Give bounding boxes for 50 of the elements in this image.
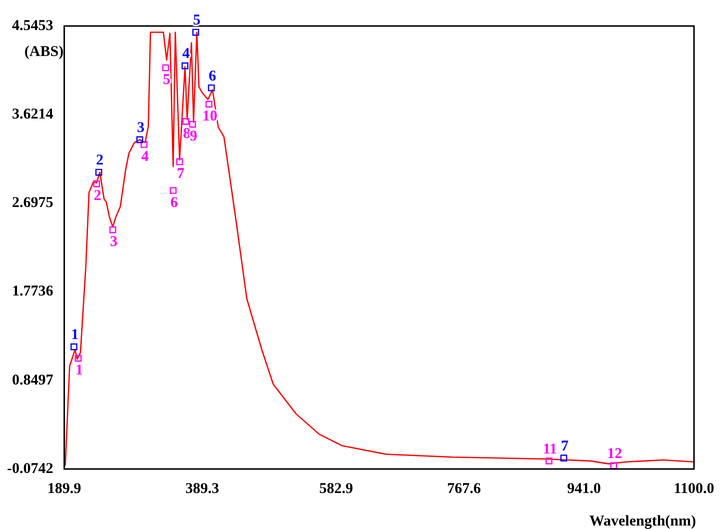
point <box>182 62 188 70</box>
y-axis-title: (ABS) <box>24 44 64 60</box>
point <box>176 158 184 166</box>
annotation: 4 <box>182 46 190 62</box>
point <box>95 168 102 176</box>
point <box>170 187 177 194</box>
point <box>140 141 148 148</box>
annotation: 1 <box>71 327 79 344</box>
y-tick-label: 1.7736 <box>12 284 54 300</box>
point <box>546 457 552 464</box>
y-tick-label: -0.0742 <box>6 460 54 477</box>
y-tick-label: 3.6214 <box>12 106 54 122</box>
point <box>74 354 82 362</box>
point <box>189 120 196 128</box>
annotation: 11 <box>542 441 558 458</box>
annotation: 3 <box>136 120 144 136</box>
annotation: 6 <box>170 194 178 211</box>
x-tick-label: 582.9 <box>319 480 354 497</box>
annotation: 5 <box>162 72 170 88</box>
annotation: 9 <box>190 128 198 145</box>
point <box>109 226 116 234</box>
y-tick-label: 4.5453 <box>12 18 54 34</box>
annotation: 4 <box>141 148 150 165</box>
annotation: 3 <box>110 234 118 250</box>
point <box>192 28 200 36</box>
annotation: 2 <box>94 188 102 204</box>
point <box>206 100 212 108</box>
point <box>70 343 78 350</box>
x-axis-title: Wavelength(nm) <box>589 513 696 529</box>
x-tick-label: 941.0 <box>567 480 601 497</box>
y-tick-label: 0.8497 <box>12 372 54 388</box>
point <box>136 136 144 144</box>
x-tick-label: 389.3 <box>185 480 220 497</box>
annotation: 7 <box>561 438 570 454</box>
annotation: 6 <box>208 68 217 84</box>
annotation: 7 <box>176 166 185 182</box>
point <box>560 454 568 462</box>
point <box>93 180 100 188</box>
x-tick-label: 767.6 <box>447 480 482 497</box>
annotation: 12 <box>607 446 622 462</box>
annotation: 2 <box>96 152 104 169</box>
point <box>610 462 618 469</box>
y-tick-label: 2.6975 <box>12 195 54 212</box>
x-tick-label: 189.9 <box>47 480 82 497</box>
point <box>162 64 170 72</box>
point <box>182 118 190 125</box>
x-tick-label: 1100.0 <box>674 480 714 497</box>
annotation: 1 <box>75 362 83 379</box>
annotation: 5 <box>192 12 200 29</box>
point <box>208 84 215 92</box>
